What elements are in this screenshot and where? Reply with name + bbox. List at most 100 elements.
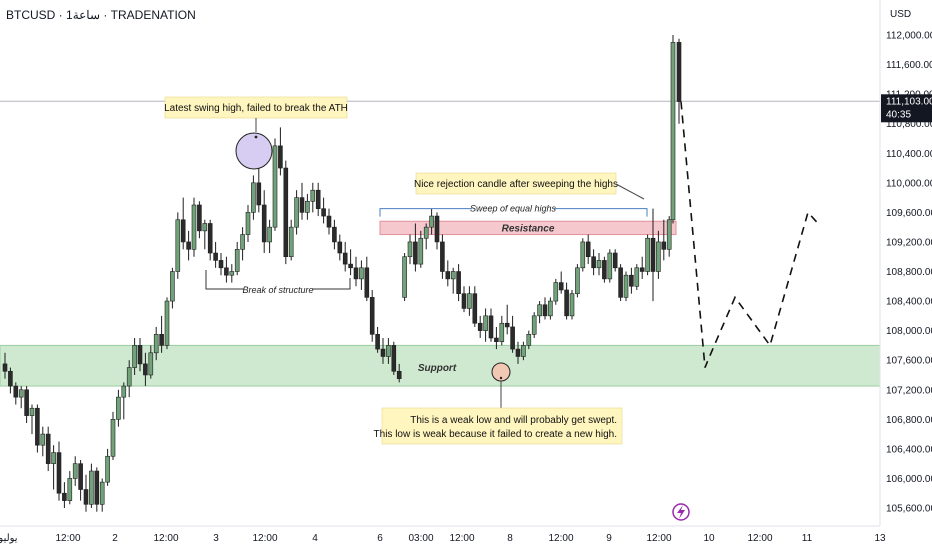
weak-low-dot bbox=[499, 376, 503, 380]
candle bbox=[218, 253, 224, 276]
candle-body bbox=[531, 315, 537, 335]
candle-body bbox=[477, 322, 483, 331]
candle-body bbox=[670, 42, 676, 221]
candle bbox=[499, 315, 505, 346]
swing-high-dot bbox=[254, 135, 258, 139]
candle-body bbox=[656, 241, 661, 272]
candle-body bbox=[143, 363, 148, 376]
candle-body bbox=[326, 215, 332, 228]
candle-body bbox=[116, 396, 121, 420]
candle-body bbox=[456, 271, 461, 294]
candle-body bbox=[121, 385, 127, 398]
candle-body bbox=[580, 241, 586, 269]
candle-body bbox=[175, 219, 181, 272]
candle-body bbox=[251, 182, 256, 213]
candle bbox=[639, 256, 645, 279]
candle-body bbox=[548, 300, 553, 317]
candle-body bbox=[558, 282, 564, 291]
candle bbox=[45, 426, 51, 472]
candle bbox=[315, 182, 321, 217]
candle bbox=[94, 467, 100, 512]
candle bbox=[483, 308, 488, 342]
candle bbox=[137, 338, 143, 372]
candle bbox=[612, 249, 618, 272]
candle bbox=[623, 271, 629, 302]
candle bbox=[564, 282, 569, 320]
candle-body bbox=[72, 463, 78, 479]
candle bbox=[159, 315, 164, 353]
weak-low-note bbox=[381, 407, 623, 445]
candle bbox=[78, 459, 83, 501]
candle bbox=[434, 212, 440, 250]
candle-body bbox=[315, 189, 321, 209]
candle bbox=[261, 190, 267, 254]
candle-body bbox=[423, 226, 429, 239]
candle-body bbox=[245, 212, 251, 235]
candle bbox=[656, 230, 661, 279]
candle-body bbox=[213, 252, 218, 261]
candle-body bbox=[202, 223, 208, 232]
currency-label[interactable]: USD bbox=[890, 9, 912, 20]
candle bbox=[294, 190, 299, 235]
candle bbox=[310, 182, 316, 213]
candle-body bbox=[164, 300, 170, 346]
candle bbox=[386, 338, 391, 364]
candle bbox=[364, 256, 370, 302]
price-tag-box bbox=[881, 94, 932, 123]
candle-body bbox=[510, 326, 515, 350]
price-tag-value: 111,103.00 bbox=[886, 96, 932, 107]
y-tick-label: 111,600.00 bbox=[886, 60, 932, 71]
y-tick-label: 110,000.00 bbox=[886, 178, 932, 189]
candle bbox=[207, 219, 213, 261]
candle bbox=[326, 208, 332, 235]
candle-body bbox=[240, 234, 245, 250]
candle-body bbox=[553, 282, 559, 302]
candle bbox=[580, 238, 586, 272]
x-tick-label: 12:00 bbox=[646, 533, 671, 544]
candle-body bbox=[434, 215, 440, 243]
candle bbox=[40, 426, 46, 457]
candle-body bbox=[575, 267, 580, 294]
bos-text: Break of structure bbox=[242, 285, 313, 295]
candle bbox=[504, 304, 510, 335]
candle bbox=[143, 352, 148, 387]
candle-body bbox=[283, 167, 289, 258]
candle bbox=[676, 38, 682, 124]
candle-body bbox=[83, 489, 89, 505]
candle bbox=[418, 230, 424, 268]
candle-body bbox=[40, 433, 46, 446]
candle bbox=[332, 219, 337, 250]
candle-body bbox=[407, 241, 413, 258]
x-tick-label: 3 bbox=[213, 533, 219, 544]
candle bbox=[337, 234, 343, 261]
candle-body bbox=[2, 363, 8, 372]
candle-body bbox=[186, 241, 191, 250]
candle-body bbox=[18, 389, 24, 398]
candle-body bbox=[337, 241, 343, 254]
candle-body bbox=[596, 260, 602, 269]
x-tick-label: يوليو bbox=[0, 533, 18, 544]
candle bbox=[423, 223, 429, 250]
y-tick-label: 107,600.00 bbox=[886, 356, 932, 367]
candle-body bbox=[89, 470, 94, 505]
candle bbox=[353, 256, 359, 287]
y-tick-label: 112,000.00 bbox=[886, 31, 932, 42]
candle bbox=[558, 271, 564, 294]
candle bbox=[585, 234, 591, 265]
candle bbox=[548, 297, 553, 320]
candle-body bbox=[191, 204, 197, 250]
candle-body bbox=[634, 267, 640, 287]
sweep-label-bg bbox=[472, 202, 554, 215]
candle-body bbox=[105, 455, 110, 483]
weak-low-text-2: This low is weak because it failed to cr… bbox=[374, 429, 617, 440]
symbol-title[interactable]: BTCUSD · 1ساعة · TRADENATION bbox=[6, 8, 196, 22]
candle-body bbox=[504, 322, 510, 328]
candle bbox=[429, 208, 434, 235]
candle bbox=[440, 234, 445, 279]
support-label: Support bbox=[418, 363, 457, 374]
candle-body bbox=[515, 348, 521, 357]
candle bbox=[105, 448, 110, 486]
x-tick-label: 13 bbox=[874, 533, 886, 544]
candle bbox=[305, 193, 310, 220]
